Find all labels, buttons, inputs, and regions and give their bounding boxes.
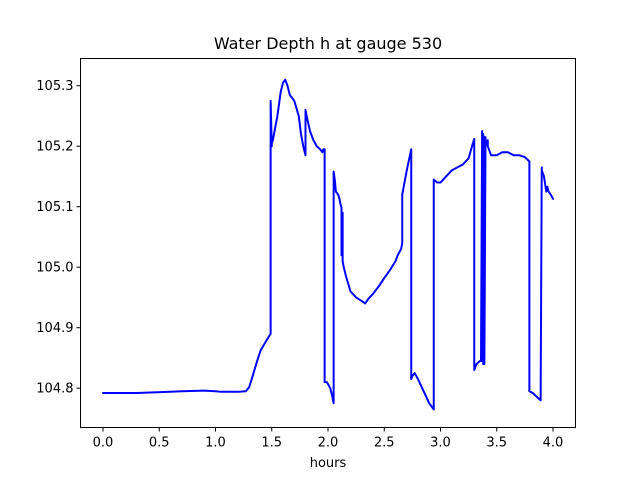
y-tick-label: 105.0 <box>36 261 73 276</box>
x-axis: 0.0 0.5 1.0 1.5 2.0 2.5 3.0 3.5 4.0 <box>93 427 564 451</box>
x-tick-label: 2.5 <box>374 436 395 451</box>
plot-frame <box>80 58 576 428</box>
x-tick-label: 0.5 <box>149 436 170 451</box>
y-tick-label: 104.8 <box>36 382 73 397</box>
x-tick-label: 1.0 <box>205 436 226 451</box>
x-tick-label: 0.0 <box>93 436 114 451</box>
y-axis: 104.8 104.9 105.0 105.1 105.2 105.3 <box>36 79 81 397</box>
x-tick-label: 4.0 <box>543 436 564 451</box>
chart-title: Water Depth h at gauge 530 <box>214 34 442 53</box>
y-tick-label: 104.9 <box>36 321 73 336</box>
x-tick-label: 3.5 <box>486 436 507 451</box>
y-tick-label: 105.2 <box>36 140 73 155</box>
x-tick-label: 3.0 <box>430 436 451 451</box>
plot-area <box>102 78 554 411</box>
x-axis-label: hours <box>310 456 347 471</box>
x-tick-label: 2.0 <box>318 436 339 451</box>
x-tick-label: 1.5 <box>261 436 282 451</box>
y-tick-label: 105.3 <box>36 79 73 94</box>
series-line-0 <box>102 78 554 411</box>
y-tick-label: 105.1 <box>36 200 73 215</box>
